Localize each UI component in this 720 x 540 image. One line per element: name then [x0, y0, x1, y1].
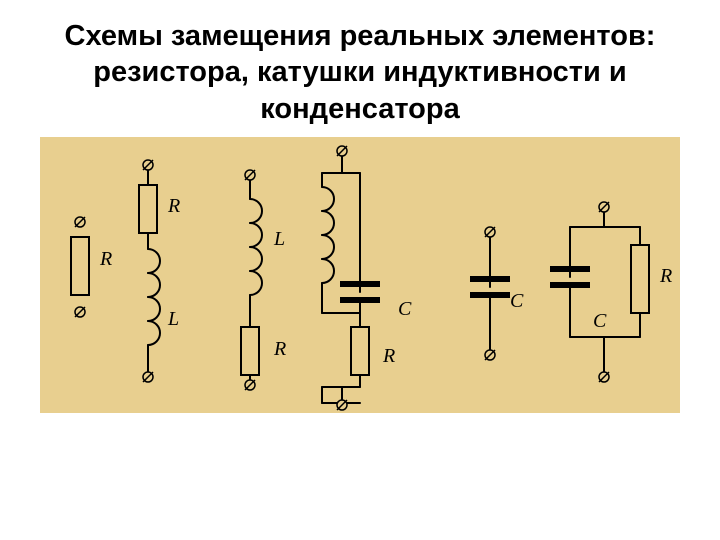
svg-text:L: L	[273, 228, 285, 250]
diagram-container: R R L L R C R C C R	[0, 137, 720, 413]
svg-text:R: R	[382, 345, 395, 367]
svg-text:R: R	[273, 338, 286, 360]
svg-text:C: C	[593, 310, 607, 332]
circuit-diagram: R R L L R C R C C R	[40, 137, 680, 413]
svg-text:R: R	[659, 265, 672, 287]
svg-text:C: C	[398, 298, 412, 320]
svg-text:R: R	[99, 248, 112, 270]
svg-text:R: R	[167, 195, 180, 217]
svg-text:C: C	[510, 290, 524, 312]
svg-text:L: L	[167, 308, 179, 330]
page-title: Схемы замещения реальных элементов: рези…	[0, 0, 720, 137]
